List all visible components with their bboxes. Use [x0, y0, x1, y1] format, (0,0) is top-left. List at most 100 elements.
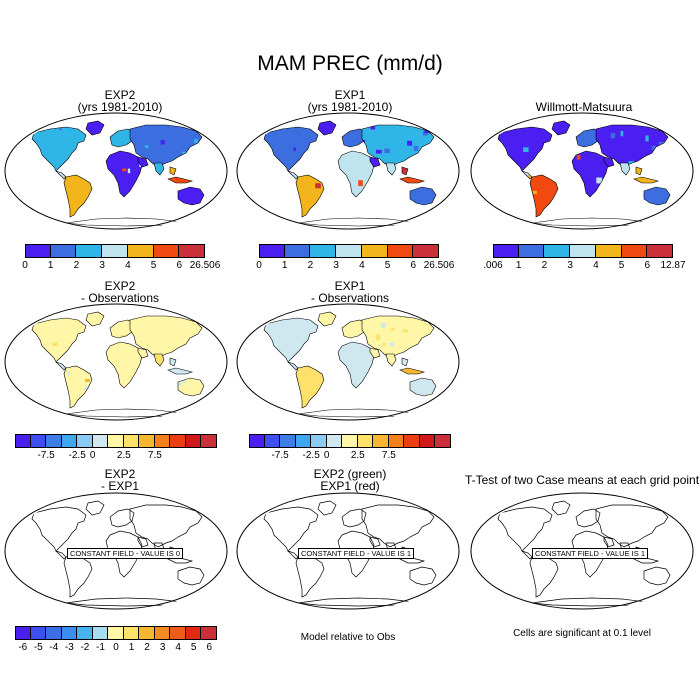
colorbar-swatch — [92, 434, 109, 448]
colorbar-tick-label: 5 — [190, 642, 197, 653]
continent-outline — [288, 362, 298, 370]
panel-title-line1: T-Test of two Case means at each grid po… — [464, 473, 700, 487]
colorbar-swatch — [25, 244, 51, 258]
colorbar-swatch — [139, 626, 155, 640]
colorbar-tick-label: 12.87 — [660, 260, 686, 271]
colorbar-swatch — [413, 244, 439, 258]
continent-outline — [369, 536, 381, 548]
colorbar-swatch — [259, 244, 285, 258]
colorbar-tick-label: 4 — [125, 260, 131, 271]
panel-title-line2: (yrs 1981-2010) — [307, 100, 393, 114]
panel-title-line1: EXP2 — [104, 279, 136, 293]
continent-outline — [264, 127, 318, 171]
colorbar-swatch — [280, 434, 296, 448]
coastline — [153, 353, 165, 367]
panel-title: EXP2 (yrs 1981-2010) — [20, 89, 220, 113]
colorbar-swatch — [76, 244, 103, 258]
colorbar-tick-label: -5 — [33, 642, 43, 653]
colorbar-tick-label: 6 — [410, 260, 417, 271]
colorbar-tick-label: 2 — [144, 642, 150, 653]
colorbar — [25, 244, 205, 258]
continent-outline — [110, 129, 134, 147]
coastline — [635, 166, 643, 176]
colorbar-tick-label: -3 — [64, 642, 74, 653]
colorbar-swatch — [61, 626, 78, 640]
coastline — [55, 361, 67, 371]
colorbar-tick-label: 7.5 — [381, 450, 396, 461]
continent-outline — [63, 554, 93, 598]
coastline — [317, 120, 337, 136]
colorbar-swatch — [127, 244, 154, 258]
field-texture — [301, 177, 321, 206]
colorbar-tick-label: -2 — [80, 642, 90, 653]
coastline — [361, 124, 435, 168]
coastline — [31, 317, 87, 363]
colorbar-swatch — [154, 434, 171, 448]
continent-outline — [342, 320, 366, 338]
continent-outline — [603, 536, 615, 548]
colorbar-tick-label: 6 — [176, 260, 183, 271]
field-texture — [371, 157, 377, 161]
colorbar-swatch — [336, 244, 362, 258]
coastline — [369, 347, 381, 359]
colorbar-swatch — [388, 434, 405, 448]
continent-outline — [264, 318, 318, 362]
panel-title-line2: - Observations — [310, 291, 390, 305]
colorbar-swatch — [77, 626, 93, 640]
colorbar — [15, 626, 217, 640]
colorbar-tick-label: 0 — [89, 450, 96, 461]
colorbar-swatch — [249, 434, 265, 448]
colorbar-tick-label: 2.5 — [350, 450, 365, 461]
map-border — [4, 303, 228, 421]
continent-outline — [85, 500, 105, 516]
map-panel — [236, 303, 460, 421]
continent-outline — [361, 504, 435, 548]
colorbar-swatch — [179, 244, 205, 258]
continent-outline — [634, 177, 658, 183]
continent-outline — [576, 129, 600, 147]
colorbar-tick-label: -2.5 — [302, 450, 320, 461]
panel-title-line1: EXP1 — [334, 279, 366, 293]
continent-outline — [595, 504, 669, 548]
colorbar-labels: -7.5 -2.5 0 2.5 7.5 — [249, 450, 451, 462]
coastline — [603, 156, 615, 168]
coastline — [401, 166, 409, 176]
colorbar-tick-label: 5 — [618, 260, 625, 271]
coastline — [167, 176, 194, 184]
panel-title-line1: EXP1 — [334, 88, 366, 102]
continent-outline — [644, 187, 670, 205]
continent-outline — [386, 354, 396, 366]
colorbar-tick-label: 0 — [323, 450, 330, 461]
colorbar-tick-label: 0 — [113, 642, 119, 653]
continent-outline — [154, 163, 164, 175]
continent-outline — [295, 554, 325, 598]
colorbar-tick-label: 5 — [384, 260, 391, 271]
constant-field-label: CONSTANT FIELD - VALUE IS 0 — [67, 548, 184, 559]
panel-title: EXP2 (green) EXP1 (red) — [250, 468, 450, 492]
colorbar-tick-label: 1 — [281, 260, 288, 271]
colorbar-swatch — [153, 244, 180, 258]
coastline — [287, 170, 299, 180]
colorbar-swatch — [154, 626, 171, 640]
coastline — [85, 311, 105, 327]
map-panel — [470, 112, 694, 230]
continent-outline — [56, 171, 66, 179]
colorbar-swatch — [595, 244, 622, 258]
field-texture — [564, 121, 567, 127]
colorbar-swatch — [108, 434, 124, 448]
continent-outline — [86, 121, 104, 135]
panel-title-line2: EXP1 (red) — [320, 479, 380, 493]
coastline — [619, 162, 631, 176]
coastline — [129, 124, 203, 168]
colorbar-swatch — [621, 244, 648, 258]
colorbar-swatch — [50, 244, 77, 258]
colorbar-tick-label: 3 — [159, 642, 166, 653]
continent-outline — [531, 597, 648, 607]
colorbar-tick-label: 3 — [333, 260, 339, 271]
coastline — [63, 365, 93, 409]
colorbar-tick-label: 1 — [128, 642, 135, 653]
colorbar-labels: -6 -5 -4 -3 -2 -1 0 1 2 3 4 5 6 — [15, 642, 217, 654]
continent-outline — [168, 368, 192, 374]
coastline — [571, 150, 609, 198]
colorbar-swatch — [493, 244, 519, 258]
